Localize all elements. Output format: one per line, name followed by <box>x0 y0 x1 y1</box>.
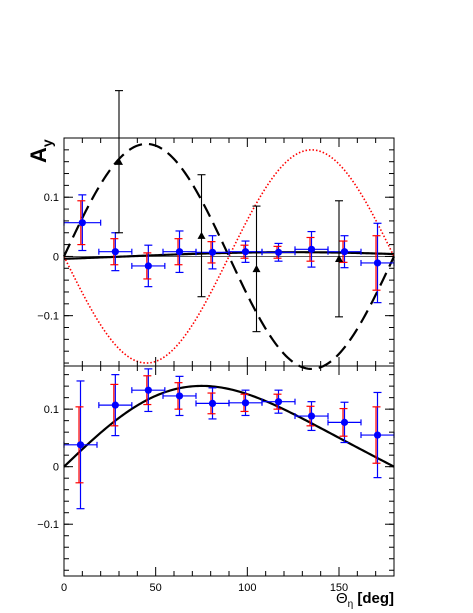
top-y-axis-title-sub: y <box>39 139 55 147</box>
y-tick-label: −0.1 <box>37 519 59 531</box>
data-point-triangle <box>115 90 123 234</box>
top-panel: 0.1 0 −0.1 Ay <box>26 90 395 371</box>
data-marker-triangle <box>252 264 261 273</box>
data-point-triangle <box>252 205 261 333</box>
y-tick-label: −0.1 <box>37 311 59 323</box>
data-marker-circle <box>373 431 382 439</box>
data-marker-circle <box>241 399 250 407</box>
bottom-curves-layer <box>63 384 395 468</box>
y-tick-label: 0 <box>53 462 59 474</box>
data-marker-circle <box>111 401 119 409</box>
x-axis-title-main: Θ <box>336 590 348 607</box>
data-marker-circle <box>340 418 349 426</box>
bottom-panel: 0.1 0 −0.1 0 50 100 150 Θη [deg] <box>37 365 395 610</box>
y-tick-label: 0.1 <box>44 404 59 416</box>
data-point-circle <box>162 230 197 274</box>
data-point-circle <box>360 222 395 304</box>
x-tick-label: 0 <box>61 582 67 594</box>
data-marker-circle <box>175 248 184 256</box>
data-marker-circle <box>76 441 85 449</box>
data-point-circle <box>131 368 166 413</box>
bottom-points-layer <box>63 368 395 510</box>
y-tick-label: 0 <box>53 251 59 263</box>
data-marker-triangle <box>335 254 343 263</box>
data-marker-triangle <box>197 231 206 239</box>
data-point-circle <box>98 374 133 437</box>
data-marker-circle <box>111 248 119 256</box>
data-marker-circle <box>144 262 152 270</box>
data-point-circle <box>327 401 362 444</box>
x-tick-label: 50 <box>150 582 162 594</box>
data-marker-circle <box>208 399 217 407</box>
top-y-axis-title: Ay <box>26 139 55 163</box>
x-axis-title-unit: [deg] <box>353 590 394 607</box>
data-point-circle <box>294 401 329 432</box>
data-point-circle <box>228 389 263 417</box>
x-tick-label: 150 <box>330 582 348 594</box>
data-marker-circle <box>373 259 382 267</box>
top-axis-ticks: 0.1 0 −0.1 <box>37 137 395 366</box>
data-marker-triangle <box>115 157 123 165</box>
x-tick-label: 100 <box>238 582 256 594</box>
y-tick-label: 0.1 <box>44 192 59 204</box>
data-point-circle <box>294 230 329 268</box>
data-point-triangle <box>197 174 206 298</box>
data-marker-circle <box>144 386 152 394</box>
data-marker-circle <box>307 412 316 420</box>
data-point-circle <box>261 242 296 262</box>
x-axis-title: Θη [deg] <box>336 590 394 610</box>
data-marker-circle <box>241 248 250 256</box>
data-marker-circle <box>175 392 184 400</box>
data-marker-circle <box>274 248 283 256</box>
data-point-triangle <box>335 200 343 318</box>
bottom-axis-ticks: 0.1 0 −0.1 0 50 100 150 <box>37 366 395 594</box>
top-y-axis-title-main: A <box>26 147 51 163</box>
data-point-circle <box>162 375 197 417</box>
top-points-layer <box>63 90 395 333</box>
x-axis-title-sub: η <box>348 599 354 610</box>
data-marker-circle <box>274 398 283 406</box>
data-point-circle <box>261 389 296 414</box>
data-marker-circle <box>307 245 316 253</box>
data-marker-circle <box>340 248 349 256</box>
data-point-circle <box>131 244 166 288</box>
data-point-circle <box>98 232 133 272</box>
data-marker-circle <box>78 219 86 227</box>
data-point-circle <box>327 235 362 269</box>
curve-solid-bottom <box>63 384 395 468</box>
data-marker-circle <box>208 248 217 256</box>
